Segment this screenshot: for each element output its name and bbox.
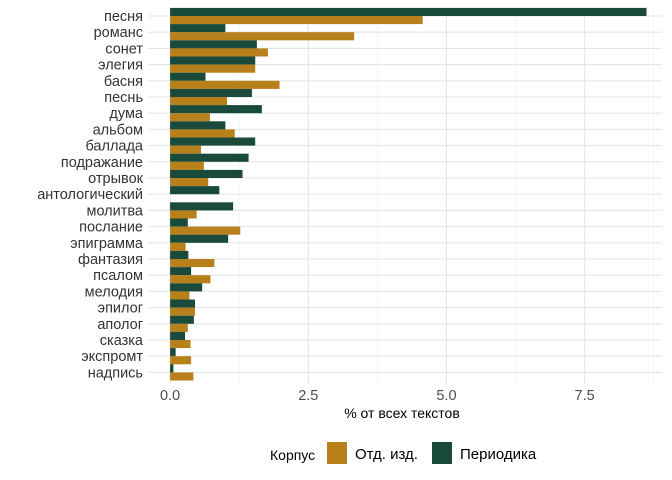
category-label: дума xyxy=(109,106,144,122)
category-label: басня xyxy=(104,74,143,90)
category-label: песня xyxy=(104,9,143,25)
bar-periodika-20 xyxy=(170,331,186,340)
bar-periodika-14 xyxy=(170,234,229,243)
bar-layer xyxy=(170,7,647,381)
bar-otd-izd-14 xyxy=(170,242,186,251)
bar-otd-izd-16 xyxy=(170,275,211,284)
bar-otd-izd-22 xyxy=(170,372,194,381)
category-label: песнь xyxy=(104,90,143,106)
bar-periodika-6 xyxy=(170,105,262,114)
category-label: альбом xyxy=(93,122,143,138)
category-label: сонет xyxy=(105,41,143,57)
bar-periodika-15 xyxy=(170,250,189,259)
category-label: эпиграмма xyxy=(70,236,144,252)
category-label: антологический xyxy=(37,187,143,203)
bar-otd-izd-13 xyxy=(170,226,241,235)
bar-otd-izd-15 xyxy=(170,259,215,268)
category-label: сказка xyxy=(100,333,144,349)
category-label: молитва xyxy=(86,203,143,219)
bar-periodika-19 xyxy=(170,315,194,324)
category-label: экспромт xyxy=(81,349,143,365)
legend-key-series-1 xyxy=(432,442,452,464)
legend-label-series-0: Отд. изд. xyxy=(355,446,418,463)
x-tick-label: 5.0 xyxy=(436,388,456,404)
bar-otd-izd-21 xyxy=(170,356,192,365)
bar-periodika-2 xyxy=(170,40,257,49)
legend-title: Корпус xyxy=(270,447,315,463)
bar-otd-izd-2 xyxy=(170,48,268,57)
bar-otd-izd-17 xyxy=(170,291,190,300)
category-label: романс xyxy=(94,25,143,41)
bar-periodika-12 xyxy=(170,202,234,211)
bar-periodika-3 xyxy=(170,56,256,65)
bar-periodika-8 xyxy=(170,137,256,146)
category-label: эпилог xyxy=(98,301,143,317)
x-tick-label: 0.0 xyxy=(160,388,180,404)
bar-periodika-0 xyxy=(170,7,647,17)
bar-otd-izd-9 xyxy=(170,161,204,170)
bar-periodika-10 xyxy=(170,169,243,178)
bar-otd-izd-8 xyxy=(170,145,202,154)
bar-otd-izd-4 xyxy=(170,80,280,89)
bar-periodika-16 xyxy=(170,267,192,276)
legend: Корпус Отд. изд. Периодика xyxy=(270,442,537,464)
bar-otd-izd-20 xyxy=(170,340,191,349)
bar-otd-izd-5 xyxy=(170,97,228,106)
category-label: послание xyxy=(79,220,143,236)
legend-key-series-0 xyxy=(327,442,347,464)
bar-otd-izd-3 xyxy=(170,64,256,73)
bar-otd-izd-0 xyxy=(170,16,423,25)
x-tick-label: 7.5 xyxy=(575,388,595,404)
bar-periodika-21 xyxy=(170,348,176,357)
category-label: надпись xyxy=(88,365,143,381)
bar-periodika-1 xyxy=(170,24,226,33)
bar-otd-izd-10 xyxy=(170,178,209,187)
bar-otd-izd-18 xyxy=(170,307,195,316)
bar-otd-izd-1 xyxy=(170,32,355,41)
x-tick-labels: 0.0 2.5 5.0 7.5 xyxy=(160,388,595,404)
category-label: фантазия xyxy=(78,252,143,268)
category-labels: песняроманссонетэлегиябасняпесньдумаальб… xyxy=(37,9,144,381)
category-label: элегия xyxy=(98,58,143,74)
category-label: подражание xyxy=(61,155,143,171)
bar-otd-izd-19 xyxy=(170,323,188,332)
bar-periodika-7 xyxy=(170,121,226,130)
bar-periodika-5 xyxy=(170,88,252,97)
bar-periodika-4 xyxy=(170,72,206,81)
bar-periodika-11 xyxy=(170,186,220,195)
x-axis-title: % от всех текстов xyxy=(344,405,460,421)
category-label: баллада xyxy=(85,139,143,155)
category-label: отрывок xyxy=(88,171,143,187)
legend-label-series-1: Периодика xyxy=(460,446,537,463)
bar-periodika-17 xyxy=(170,283,203,292)
bar-otd-izd-12 xyxy=(170,210,197,219)
bar-otd-izd-7 xyxy=(170,129,235,138)
category-label: мелодия xyxy=(85,284,143,300)
x-tick-label: 2.5 xyxy=(298,388,318,404)
bar-periodika-9 xyxy=(170,153,249,162)
category-label: псалом xyxy=(93,268,143,284)
bar-otd-izd-6 xyxy=(170,113,210,122)
bar-periodika-13 xyxy=(170,218,188,227)
bar-periodika-18 xyxy=(170,299,195,308)
category-label: аполог xyxy=(97,317,143,333)
bar-periodika-22 xyxy=(170,364,174,373)
